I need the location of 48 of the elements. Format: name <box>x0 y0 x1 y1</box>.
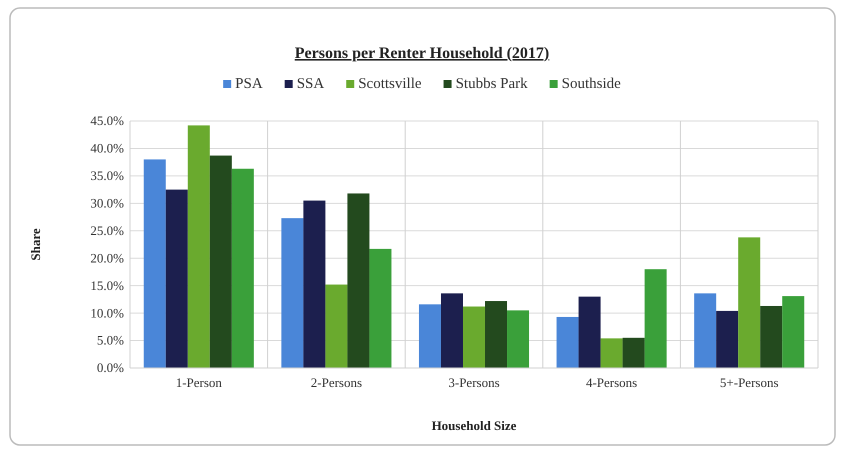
x-tick-label: 4-Persons <box>586 375 638 390</box>
bar <box>281 218 304 368</box>
bar <box>716 310 738 368</box>
x-tick-label: 3-Persons <box>448 375 500 390</box>
bar <box>303 200 326 368</box>
legend-label: Scottsville <box>358 76 422 92</box>
x-tick-label: 5+-Persons <box>720 375 779 390</box>
bar <box>210 156 232 368</box>
x-axis-title: Household Size <box>432 418 517 433</box>
bar <box>644 269 667 368</box>
y-tick-label: 45.0% <box>90 113 124 128</box>
legend-label: Southside <box>562 76 622 92</box>
y-tick-label: 40.0% <box>90 140 124 156</box>
y-tick-label: 5.0% <box>96 332 124 348</box>
bar <box>760 306 782 368</box>
y-tick-label: 25.0% <box>90 222 124 238</box>
y-tick-label: 35.0% <box>90 168 124 184</box>
chart-title: Persons per Renter Household (2017) <box>294 45 550 62</box>
bar <box>507 310 530 368</box>
bar <box>578 296 601 368</box>
bar <box>418 304 441 368</box>
bar <box>738 237 760 368</box>
x-tick-label: 2-Persons <box>310 375 362 390</box>
bar <box>556 316 579 368</box>
bar <box>144 159 166 368</box>
bar <box>188 125 210 368</box>
bar <box>347 193 370 368</box>
y-tick-label: 20.0% <box>90 250 124 266</box>
bar <box>232 168 254 368</box>
bar <box>369 248 392 368</box>
bar <box>694 293 716 368</box>
bar <box>782 296 804 368</box>
y-axis-title: Share <box>28 228 43 261</box>
bar <box>166 190 188 368</box>
bar <box>462 306 486 368</box>
y-tick-label: 15.0% <box>90 278 124 293</box>
legend-label: Stubbs Park <box>456 76 528 92</box>
x-tick-label: 1-Person <box>176 375 222 390</box>
y-tick-label: 30.0% <box>90 195 124 210</box>
y-tick-label: 0.0% <box>96 360 124 376</box>
legend-label: SSA <box>296 76 324 92</box>
bar <box>485 301 508 368</box>
bar <box>622 338 645 368</box>
legend-label: PSA <box>235 76 263 92</box>
bar <box>600 338 623 368</box>
bar <box>325 284 348 368</box>
bar <box>440 293 463 368</box>
y-tick-label: 10.0% <box>90 305 124 320</box>
